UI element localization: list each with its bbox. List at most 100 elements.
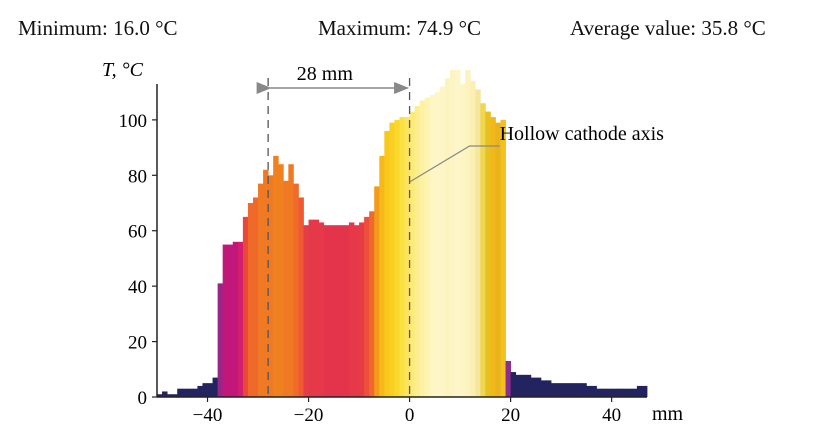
histogram-bar: [601, 388, 607, 397]
histogram-bar: [263, 169, 269, 397]
histogram-bar: [495, 122, 501, 398]
x-tick-label: 0: [405, 405, 415, 426]
y-tick-label: 20: [128, 333, 147, 354]
histogram-bar: [449, 70, 456, 397]
x-tick-label: 20: [501, 405, 520, 426]
histogram-bar: [354, 225, 360, 397]
histogram-bar: [217, 283, 224, 397]
x-axis-label: mm: [652, 403, 684, 425]
histogram-bar: [242, 216, 249, 397]
histogram-bar: [455, 70, 461, 397]
histogram-bar: [404, 117, 410, 397]
histogram-bar: [500, 119, 506, 398]
histogram-bar: [222, 244, 229, 397]
x-tick-label: 40: [602, 405, 621, 426]
histogram-bar: [636, 385, 643, 397]
histogram-bar: [157, 394, 163, 397]
histogram-bar: [303, 225, 309, 397]
histogram-bar: [197, 385, 203, 397]
histogram-bar: [379, 155, 385, 397]
histogram-bar: [611, 388, 618, 397]
histogram-bar: [313, 219, 320, 397]
average-value: 35.8 °C: [701, 16, 766, 40]
cathode-axis-label: Hollow cathode axis: [500, 123, 665, 145]
histogram-bar: [318, 222, 325, 397]
y-tick-label: 40: [128, 277, 147, 298]
histogram-bar: [369, 211, 375, 397]
histogram-bar: [258, 183, 264, 397]
histogram-bar: [328, 225, 335, 397]
histogram-bar: [439, 86, 446, 397]
histogram-bar: [333, 225, 340, 397]
y-axis-label: T, °C: [102, 59, 144, 81]
histogram-bar: [202, 383, 208, 397]
maximum-stat: Maximum: 74.9 °C: [318, 16, 481, 41]
histogram-bar: [551, 383, 557, 397]
histogram-bar: [252, 197, 259, 397]
minimum-label: Minimum:: [18, 16, 108, 40]
histogram-bar: [374, 186, 380, 397]
histogram-bar: [616, 388, 623, 397]
histogram-bar: [364, 216, 370, 397]
histogram-bar: [288, 164, 294, 397]
histogram-bar: [237, 241, 244, 397]
histogram-bar: [207, 383, 213, 397]
histogram-bar: [409, 111, 416, 397]
histogram-bar: [343, 225, 350, 397]
histogram-bar: [586, 385, 592, 397]
histogram-bar: [187, 388, 193, 397]
histogram-bar: [535, 377, 542, 397]
histogram-bar: [465, 70, 471, 397]
histogram-bar: [581, 383, 587, 397]
histogram-bar: [631, 388, 638, 397]
histogram-bar: [566, 383, 572, 397]
y-tick-label: 80: [128, 166, 147, 187]
histogram-bar: [480, 103, 486, 397]
histogram-bar: [177, 388, 183, 397]
histogram-bar: [162, 391, 168, 397]
histogram-bar: [434, 92, 441, 397]
y-tick-label: 60: [128, 222, 147, 243]
histogram-bar: [268, 175, 274, 397]
histogram-bar: [192, 388, 198, 397]
histogram-bar: [227, 244, 234, 397]
histogram-bar: [591, 385, 597, 397]
histogram-bar: [460, 83, 466, 398]
histogram-bar: [485, 111, 491, 397]
histogram-bar: [414, 106, 421, 397]
histogram-bar: [475, 89, 481, 397]
histogram-bar: [561, 383, 567, 397]
histogram-bar: [490, 117, 496, 397]
histogram-bar: [510, 372, 517, 397]
histogram-bar: [621, 388, 628, 397]
average-label: Average value:: [570, 16, 697, 40]
histogram-bar: [394, 119, 400, 398]
y-ticks: 0 20 40 60 80 100: [119, 111, 157, 409]
distance-label: 28 mm: [297, 63, 354, 85]
histogram-bar: [399, 117, 405, 397]
maximum-label: Maximum:: [318, 16, 412, 40]
minimum-value: 16.0 °C: [113, 16, 178, 40]
x-ticks: −40 −20 0 20 40: [193, 397, 621, 426]
histogram-bar: [359, 222, 365, 397]
y-tick-label: 0: [138, 388, 148, 409]
histogram-bar: [424, 97, 431, 398]
histogram-bar: [626, 388, 633, 397]
histogram-bar: [384, 130, 390, 397]
histogram-bar: [338, 225, 345, 397]
histogram-bar: [520, 374, 527, 397]
histogram-bar: [273, 155, 279, 397]
histogram-bar: [606, 388, 613, 397]
histogram-bar: [323, 225, 330, 397]
histogram-bar: [283, 180, 289, 397]
histogram-bar: [212, 377, 219, 397]
histogram-bar: [232, 241, 239, 397]
maximum-value: 74.9 °C: [416, 16, 481, 40]
histogram-bar: [348, 222, 355, 397]
histogram-bar: [182, 388, 188, 397]
histogram-bar: [389, 122, 395, 398]
histogram-bar: [556, 383, 562, 397]
x-tick-label: −20: [294, 405, 324, 426]
histogram-bar: [444, 78, 451, 397]
